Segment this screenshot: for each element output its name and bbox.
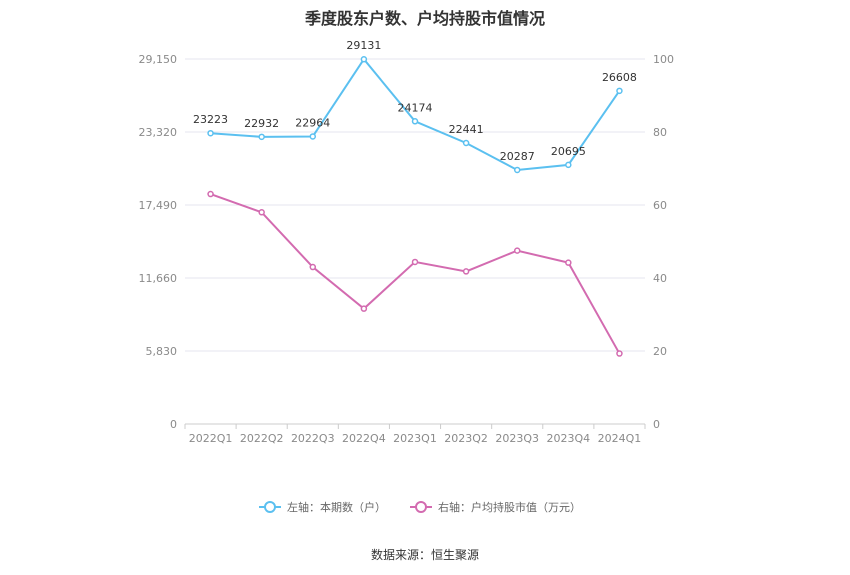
data-point xyxy=(258,209,265,216)
x-axis-tick-label: 2023Q4 xyxy=(547,432,591,445)
data-label: 23223 xyxy=(193,113,228,126)
data-point xyxy=(565,259,572,266)
right-axis-tick-label: 20 xyxy=(653,345,667,358)
data-point xyxy=(258,133,265,141)
legend-label: 右轴：户均持股市值（万元） xyxy=(438,500,581,514)
right-axis-tick-label: 80 xyxy=(653,126,667,139)
left-axis-tick-label: 23,320 xyxy=(139,126,178,139)
legend-marker xyxy=(264,501,276,513)
data-point xyxy=(411,258,419,266)
x-axis-tick-label: 2022Q2 xyxy=(240,432,284,445)
data-source: 数据来源：恒生聚源 xyxy=(370,548,479,562)
x-axis-tick-label: 2022Q1 xyxy=(189,432,233,445)
data-point xyxy=(309,263,317,271)
data-point xyxy=(360,305,368,312)
left-axis-tick-label: 5,830 xyxy=(146,345,178,358)
data-label: 29131 xyxy=(346,39,381,52)
left-axis-tick-label: 29,150 xyxy=(139,53,178,66)
data-point xyxy=(513,166,521,174)
data-label: 22964 xyxy=(295,116,330,129)
left-axis-tick-label: 17,490 xyxy=(139,199,178,212)
data-label: 20287 xyxy=(500,150,535,163)
data-point xyxy=(207,190,214,198)
data-label: 22441 xyxy=(449,123,484,136)
x-axis-tick-label: 2022Q3 xyxy=(291,432,335,445)
legend-marker xyxy=(415,501,427,513)
data-point xyxy=(309,133,317,140)
x-axis-tick-label: 2023Q1 xyxy=(393,432,437,445)
data-label: 22932 xyxy=(244,117,279,130)
data-point xyxy=(565,161,572,169)
x-axis-tick-label: 2024Q1 xyxy=(598,432,642,445)
data-label: 20695 xyxy=(551,145,586,158)
data-point xyxy=(207,129,214,137)
right-axis-tick-label: 40 xyxy=(653,272,667,285)
data-point xyxy=(616,87,623,95)
x-axis-tick-label: 2023Q3 xyxy=(495,432,539,445)
data-point xyxy=(616,350,623,357)
chart-title: 季度股东户数、户均持股市值情况 xyxy=(304,9,545,28)
data-label: 24174 xyxy=(398,101,433,114)
series-line xyxy=(210,193,621,355)
data-label: 26608 xyxy=(602,71,637,84)
right-axis-tick-label: 100 xyxy=(653,53,674,66)
legend-label: 左轴：本期数（户） xyxy=(287,500,386,514)
x-axis-tick-label: 2023Q2 xyxy=(444,432,488,445)
right-axis-tick-label: 0 xyxy=(653,418,660,431)
data-point xyxy=(513,247,521,254)
data-point xyxy=(462,268,470,275)
data-point xyxy=(411,118,419,125)
x-axis-tick-label: 2022Q4 xyxy=(342,432,386,445)
data-point xyxy=(360,55,368,63)
left-axis-tick-label: 0 xyxy=(170,418,177,431)
data-point xyxy=(462,139,470,147)
left-axis-tick-label: 11,660 xyxy=(139,272,178,285)
right-axis-tick-label: 60 xyxy=(653,199,667,212)
